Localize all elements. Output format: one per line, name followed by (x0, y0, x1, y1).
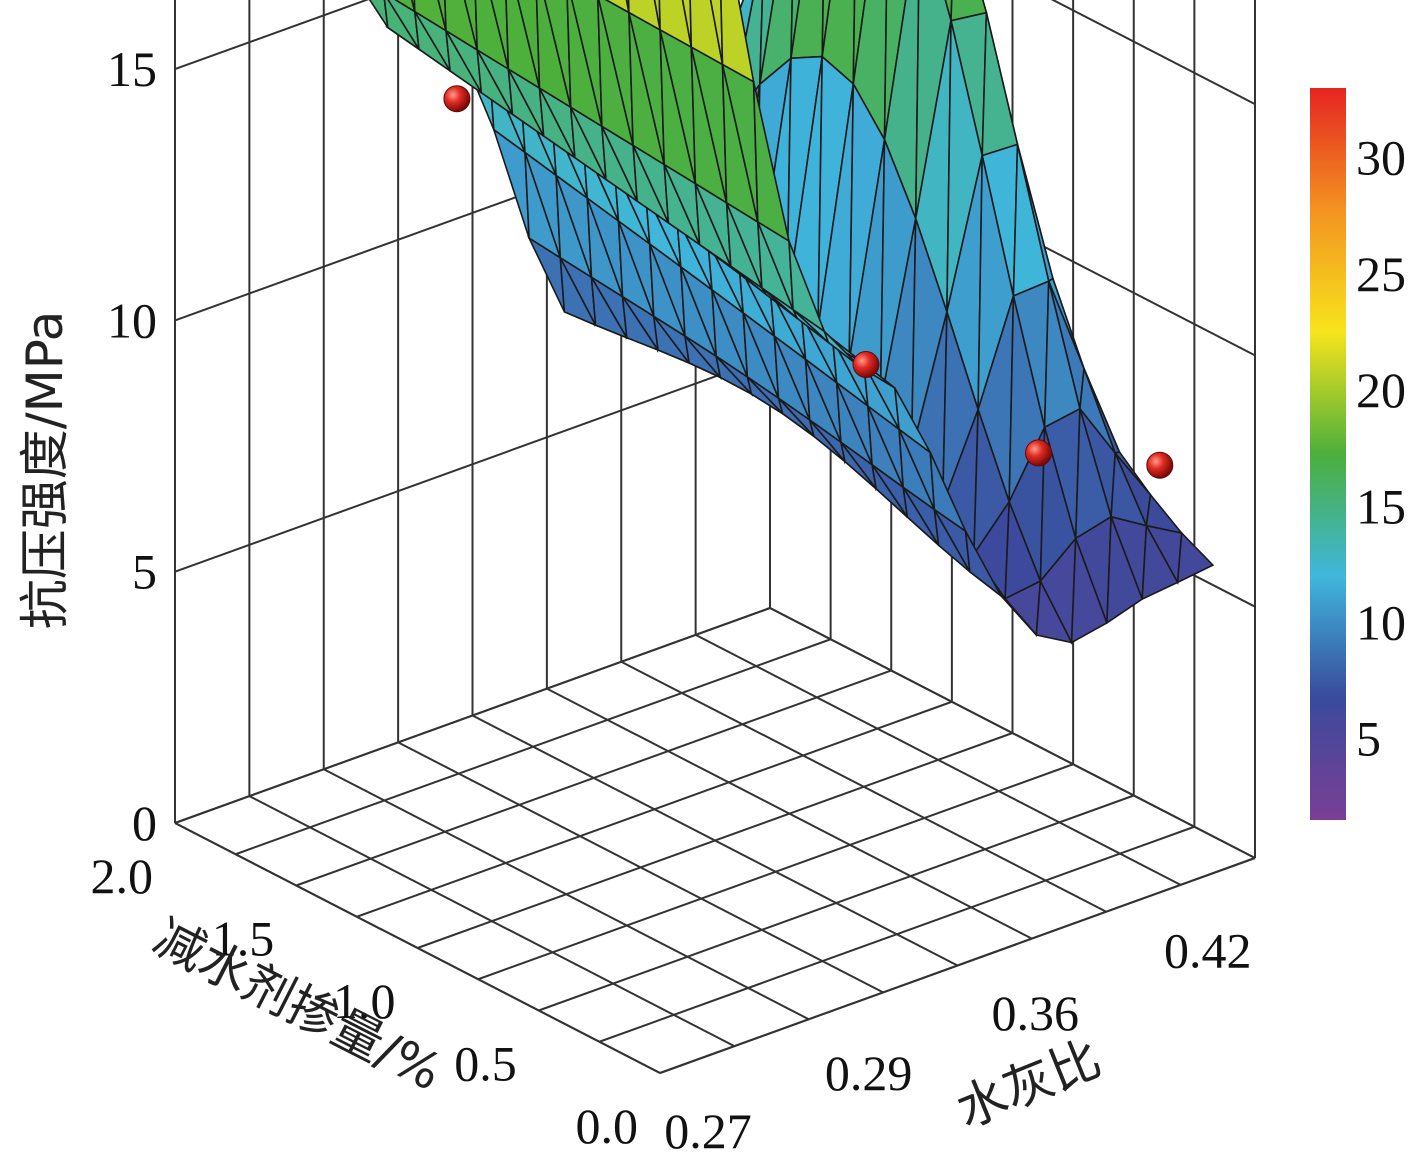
z-tick-label: 10 (107, 292, 157, 348)
surface-facet (823, 330, 861, 368)
surface-facet (964, 530, 1002, 597)
x-tick-label: 0.5 (454, 1036, 517, 1092)
surface-facet (788, 240, 827, 334)
surface-facet (437, 0, 447, 31)
x-tick-label: 0.0 (576, 1098, 639, 1154)
y-tick-label: 0.27 (664, 1103, 752, 1157)
z-axis-title: 抗压强度/MPa (16, 311, 74, 630)
data-point-marker (443, 85, 471, 113)
grid-line (397, 741, 884, 994)
surface-facet (681, 0, 693, 48)
grid-line (695, 633, 1182, 886)
grid-line (1050, 0, 1256, 105)
grid-line (174, 607, 771, 824)
colorbar-tick-label: 25 (1356, 246, 1406, 302)
grid-line (323, 768, 810, 1021)
surface-facet (720, 0, 755, 84)
surface-facet (604, 0, 630, 15)
grid-line (174, 355, 771, 573)
surface-facet (852, 0, 866, 85)
surface-facet (929, 452, 968, 534)
z-tick-label: 5 (132, 544, 157, 600)
grid-line (174, 0, 370, 71)
surface-facet (1141, 522, 1179, 601)
surface-facet (413, 0, 448, 33)
surface-facet (394, 0, 417, 14)
marker-layer (443, 85, 1174, 479)
colorbar-tick-label: 15 (1356, 478, 1406, 534)
surface-facet (709, 0, 724, 65)
surface-facet (1012, 144, 1050, 298)
surface-facet (1106, 516, 1144, 625)
data-point-marker (1146, 451, 1174, 479)
z-tick-label: 15 (107, 41, 157, 97)
surface-layer (368, 0, 1215, 646)
surface-facet (463, 0, 478, 51)
x-tick-label: 1.5 (212, 911, 275, 967)
grid-line (546, 687, 1033, 940)
surface-facet (1176, 531, 1215, 584)
grid-line (769, 607, 1256, 859)
y-tick-label: 0.36 (992, 985, 1080, 1041)
data-point-marker (852, 351, 880, 378)
axis-line-y (659, 857, 1256, 1074)
x-tick-label: 1.0 (333, 973, 396, 1029)
colorbar-tick-label: 10 (1356, 595, 1406, 651)
colorbar-tick-label: 5 (1356, 711, 1381, 767)
surface-facet (368, 0, 389, 28)
grid-line (472, 714, 958, 967)
surface-facet (752, 81, 791, 243)
surface-facet (894, 387, 932, 454)
grid-line (248, 795, 735, 1048)
data-point-marker (1025, 439, 1052, 467)
x-axis-title: 减水剂掺量/% (145, 908, 451, 1102)
surface-facet (689, 0, 724, 66)
y-axis-title: 水灰比 (948, 1029, 1109, 1139)
surface-facet (1070, 538, 1108, 644)
colorbar-tick-label: 30 (1356, 130, 1406, 186)
z-tick-label: 0 (132, 795, 157, 851)
colorbar-gradient (1310, 88, 1346, 820)
surface-facet (653, 0, 661, 30)
surface-facet (658, 0, 693, 49)
colorbar-tick-label: 20 (1356, 362, 1406, 418)
surface-facet (1000, 595, 1037, 636)
surface-facet (1035, 578, 1074, 644)
grid-line (620, 660, 1107, 913)
surface-facet (627, 0, 662, 32)
x-tick-label: 2.0 (91, 848, 154, 904)
y-tick-label: 0.29 (825, 1045, 913, 1101)
surface-facet (474, 0, 510, 71)
surface-facet (444, 0, 479, 52)
axis-line-x (174, 822, 661, 1074)
y-tick-label: 0.42 (1164, 922, 1252, 978)
colorbar: 5 10 15 20 25 30 (1310, 88, 1406, 820)
